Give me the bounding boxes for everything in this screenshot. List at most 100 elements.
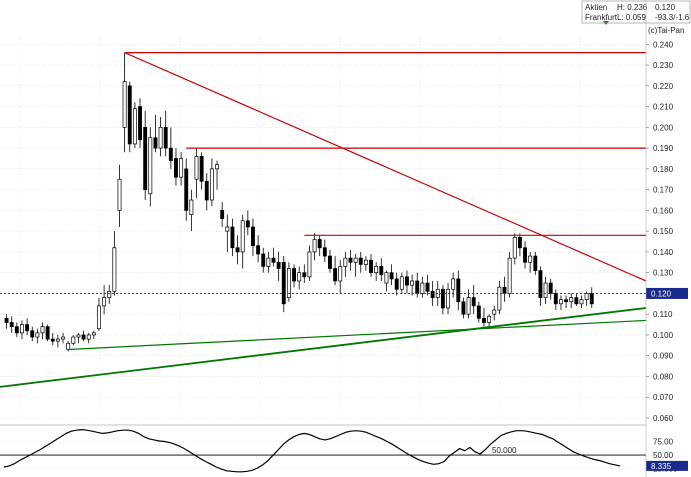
candle — [461, 297, 466, 319]
candle — [512, 233, 517, 265]
candle-body-down — [502, 286, 507, 294]
candle-body-down — [415, 280, 420, 294]
candle — [322, 239, 327, 263]
candle — [286, 262, 291, 302]
candle-body-down — [328, 255, 332, 269]
price-tick-label: 0.210 — [653, 103, 674, 112]
candle-body-up — [512, 237, 517, 259]
price-tick-label: 0.140 — [653, 248, 674, 257]
candle — [492, 305, 497, 321]
candle — [374, 262, 379, 281]
candle-body-down — [220, 210, 225, 220]
candle-body-down — [81, 334, 86, 340]
candle — [564, 295, 569, 308]
candle-body-up — [20, 324, 24, 334]
candle — [245, 210, 250, 236]
candle-body-up — [384, 272, 389, 284]
candle — [543, 276, 548, 304]
change-readout: -93.3/-1.6 — [655, 13, 690, 22]
price-tick-label: 0.060 — [653, 414, 674, 423]
candle — [148, 127, 153, 207]
candle — [348, 249, 353, 271]
candle — [209, 158, 214, 207]
candle-body-down — [523, 247, 527, 263]
candle — [30, 326, 35, 342]
candle — [194, 148, 199, 198]
candle-body-down — [245, 220, 250, 228]
candle — [174, 148, 178, 186]
candle — [410, 274, 415, 296]
candle — [61, 332, 65, 344]
candle-body-up — [179, 158, 184, 178]
candle — [456, 270, 461, 311]
candle-body-down — [199, 156, 204, 182]
candle-body-down — [589, 293, 594, 305]
candle — [4, 314, 9, 329]
candle — [256, 235, 261, 263]
price-tick-label: 0.070 — [653, 393, 674, 402]
price-tick-label: 0.130 — [653, 269, 674, 278]
candle-body-down — [317, 239, 322, 249]
candle — [528, 251, 533, 273]
candle-body-up — [559, 299, 563, 305]
candle-body-up — [148, 137, 153, 195]
price-tick-label: 0.160 — [653, 206, 674, 215]
candle-body-down — [425, 282, 430, 292]
candle-body-down — [50, 338, 55, 342]
candle — [153, 114, 158, 153]
candle-body-up — [61, 336, 65, 340]
candle-body-up — [451, 278, 456, 290]
high-label: H: 0.236 — [617, 3, 648, 12]
candle-body-up — [266, 257, 271, 267]
candle-body-up — [528, 255, 533, 263]
candle — [189, 189, 194, 232]
price-tick-label: 0.220 — [653, 82, 674, 91]
candle-body-down — [138, 106, 142, 141]
candle — [127, 81, 132, 153]
candle-body-up — [543, 282, 548, 298]
price-trendlines — [0, 52, 647, 388]
price-tick-label: 0.200 — [653, 123, 674, 132]
candle — [14, 322, 19, 338]
candle — [343, 251, 348, 277]
candle-body-up — [158, 126, 163, 149]
candle — [476, 301, 481, 323]
candle-body-down — [476, 305, 481, 319]
candle — [97, 297, 101, 331]
candle — [107, 285, 112, 304]
candle — [353, 253, 358, 277]
candle-body-down — [553, 293, 558, 305]
exchange-label: Frankfurt — [585, 13, 618, 22]
price-axis: 0.240 0.230 0.220 0.210 0.200 0.190 0.180 0.170… — [646, 40, 674, 423]
candle — [574, 293, 579, 306]
change-arrow-icon — [603, 21, 609, 25]
candle-body-up — [40, 326, 45, 334]
candle — [76, 332, 81, 344]
candle-body-up — [225, 226, 230, 232]
candle — [220, 202, 225, 227]
candle — [292, 264, 296, 288]
copyright-label: (c)Tai-Pan — [648, 26, 684, 35]
candle-body-down — [281, 261, 286, 305]
candle-body-up — [307, 251, 312, 278]
candle — [317, 235, 322, 257]
price-tick-label: 0.190 — [653, 144, 674, 153]
oscillator-line — [3, 428, 621, 473]
candle — [440, 285, 445, 315]
candle-body-up — [240, 220, 245, 253]
candle — [307, 245, 312, 281]
candle-body-down — [456, 278, 461, 303]
candle-body-up — [466, 297, 471, 315]
candle — [132, 102, 137, 149]
candle — [420, 276, 425, 298]
trendline-support-short — [68, 319, 647, 351]
candle-body-up — [66, 342, 71, 350]
price-panel: 0.240 0.230 0.220 0.210 0.200 0.190 0.180 0.170… — [0, 36, 688, 423]
candle-body-down — [482, 317, 486, 323]
candle — [497, 280, 502, 315]
candle — [533, 251, 538, 275]
candle — [394, 272, 399, 296]
candle-body-down — [261, 253, 266, 267]
candle-body-down — [348, 257, 353, 263]
